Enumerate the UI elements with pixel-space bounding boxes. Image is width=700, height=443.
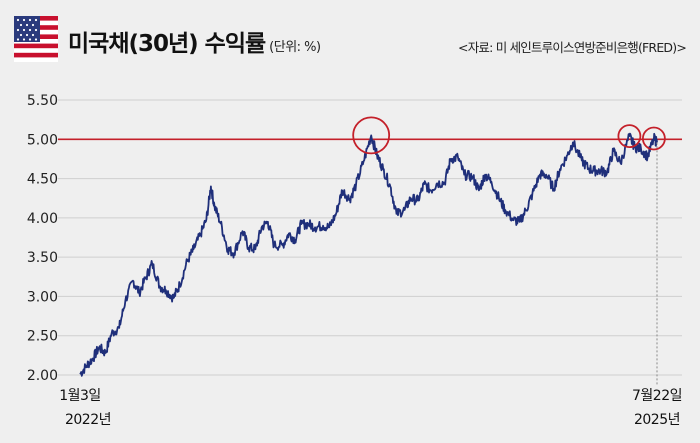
- y-tick-label: 4.50: [27, 172, 58, 188]
- chart-title-text: 미국채(30년) 수익률: [68, 31, 266, 57]
- y-tick-label: 3.50: [27, 250, 58, 266]
- y-tick-label: 5.00: [27, 132, 58, 148]
- highlight-circle: [641, 126, 666, 151]
- x-end-year-label: 2025년: [634, 412, 680, 428]
- series-line: [79, 132, 658, 377]
- us-flag-icon: [14, 16, 58, 62]
- x-end-date-label: 7월22일: [632, 388, 682, 404]
- x-start-year-label: 2022년: [65, 412, 111, 428]
- y-tick-label: 3.00: [27, 289, 58, 305]
- y-tick-label: 4.00: [27, 211, 58, 227]
- y-tick-label: 2.00: [27, 368, 58, 384]
- chart-title: 미국채(30년) 수익률 (단위: %): [68, 24, 321, 58]
- y-tick-label: 5.50: [27, 93, 58, 109]
- source-note: <자료: 미 세인트루이스연방준비은행(FRED)>: [458, 40, 687, 55]
- header: 미국채(30년) 수익률 (단위: %) <자료: 미 세인트루이스연방준비은행(…: [14, 16, 687, 64]
- x-start-date-label: 1월3일: [59, 388, 101, 404]
- unit-label: (단위: %): [269, 40, 321, 55]
- highlight-circle: [352, 116, 391, 155]
- highlight-circle: [617, 124, 642, 149]
- y-tick-label: 2.50: [27, 329, 58, 345]
